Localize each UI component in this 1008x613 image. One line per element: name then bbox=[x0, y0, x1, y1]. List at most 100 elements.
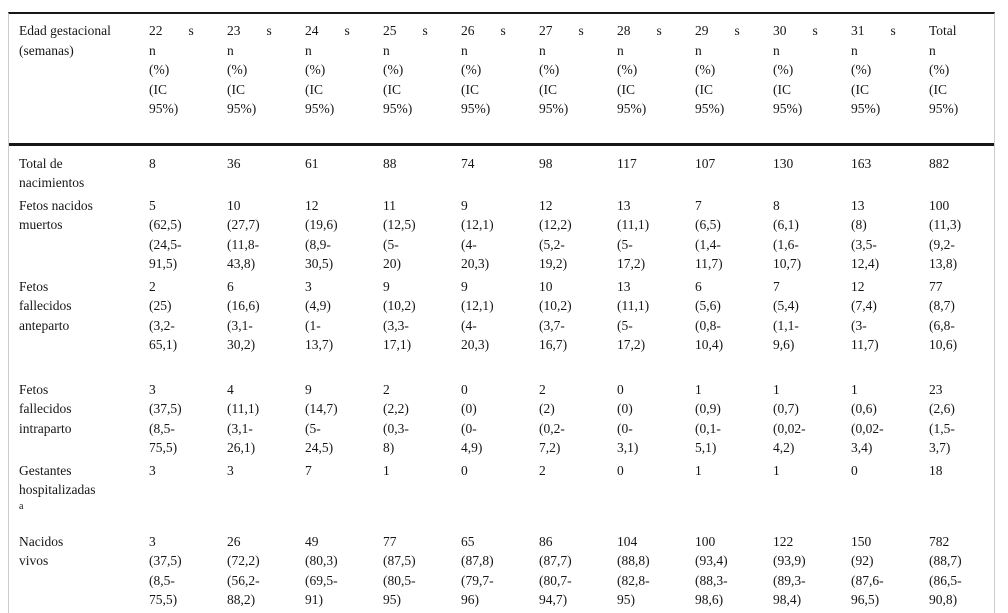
data-cell-line: 9,6) bbox=[773, 337, 795, 352]
header-sub-line: (%) bbox=[851, 62, 872, 77]
data-cell: 65 (87,8) (79,7- 96) bbox=[461, 532, 539, 613]
data-cell-line: (4,9) bbox=[305, 298, 331, 313]
data-cell-line: 61 bbox=[305, 155, 319, 171]
week-number: 24 bbox=[305, 23, 319, 38]
week-number: Total bbox=[929, 23, 957, 38]
data-cell-line: (2,6) bbox=[929, 401, 955, 416]
data-cell-line: 117 bbox=[617, 155, 637, 171]
data-cell-line: 1 bbox=[773, 381, 780, 397]
data-cell-line: (5- bbox=[383, 236, 399, 252]
data-cell: 122 (93,9) (89,3- 98,4) bbox=[773, 532, 851, 613]
header-sub-line: (IC bbox=[695, 81, 713, 97]
data-cell: 12 (19,6) (8,9- 30,5) bbox=[305, 196, 383, 277]
data-cell-line: (12,1) bbox=[461, 217, 494, 232]
data-cell-line: 96) bbox=[461, 592, 479, 607]
data-cell-line: (1,5- bbox=[929, 420, 955, 436]
week-header-line: 26 s bbox=[461, 21, 539, 41]
data-cell-line: 4,2) bbox=[773, 440, 795, 455]
data-cell-line: 3,1) bbox=[617, 440, 639, 455]
row-label-line: fallecidos bbox=[19, 401, 72, 416]
data-cell-line: (0- bbox=[617, 420, 633, 436]
data-cell: 6 (5,6) (0,8- 10,4) bbox=[695, 277, 773, 380]
data-cell-line: 10 bbox=[539, 278, 553, 294]
data-cell-line: (3,2- bbox=[149, 317, 175, 333]
week-unit: s bbox=[188, 23, 194, 38]
data-cell-line: 17,1) bbox=[383, 337, 412, 352]
week-number: 22 bbox=[149, 23, 163, 38]
data-cell: 13 (11,1) (5- 17,2) bbox=[617, 196, 695, 277]
table-row: Nacidos vivos 3 (37,5) (8,5- 75,5) 26 (72,2) (56… bbox=[9, 532, 994, 613]
header-sub-line: 95%) bbox=[383, 101, 413, 116]
data-cell-line: 90,8) bbox=[929, 592, 958, 607]
data-cell-line: (0,1- bbox=[695, 420, 721, 436]
data-cell-line: 10,6) bbox=[929, 337, 958, 352]
row-label-line: Fetos bbox=[19, 278, 49, 294]
data-cell-line: 98,6) bbox=[695, 592, 724, 607]
data-cell: 10 (27,7) (11,8- 43,8) bbox=[227, 196, 305, 277]
data-cell: 12 (7,4) (3- 11,7) bbox=[851, 277, 929, 380]
row-label: Fetos nacidos muertos bbox=[9, 196, 149, 277]
header-sub-line: 95%) bbox=[539, 101, 569, 116]
data-cell: 117 bbox=[617, 144, 695, 196]
data-cell-line: 95) bbox=[383, 592, 401, 607]
data-cell: 7 (5,4) (1,1- 9,6) bbox=[773, 277, 851, 380]
data-cell-line: 65 bbox=[461, 533, 475, 549]
data-cell-line: 23 bbox=[929, 381, 943, 397]
data-cell: 49 (80,3) (69,5- 91) bbox=[305, 532, 383, 613]
data-cell-line: (80,7- bbox=[539, 572, 572, 588]
week-header-line: 23 s bbox=[227, 21, 305, 41]
data-cell-line: 98 bbox=[539, 155, 553, 171]
data-cell-line: (24,5- bbox=[149, 236, 182, 252]
data-cell-line: (92) bbox=[851, 553, 874, 568]
data-cell: 77 (87,5) (80,5- 95) bbox=[383, 532, 461, 613]
data-cell-line: (25) bbox=[149, 298, 172, 313]
week-header-line: 30 s bbox=[773, 21, 851, 41]
week-unit: s bbox=[500, 23, 506, 38]
data-cell: 1 bbox=[773, 461, 851, 532]
header-sub-line: (%) bbox=[695, 62, 716, 77]
data-cell-line: 10,4) bbox=[695, 337, 724, 352]
data-cell-line: 10,7) bbox=[773, 256, 802, 271]
data-cell-line: (62,5) bbox=[149, 217, 182, 232]
data-cell-line: (0,7) bbox=[773, 401, 799, 416]
data-cell-line: 100 bbox=[929, 197, 950, 213]
data-cell-line: (79,7- bbox=[461, 572, 494, 588]
week-number: 29 bbox=[695, 23, 709, 38]
data-cell-line: (11,8- bbox=[227, 236, 260, 252]
header-sub-line: (IC bbox=[773, 81, 791, 97]
data-cell-line: (0,3- bbox=[383, 420, 409, 436]
data-cell-line: 75,5) bbox=[149, 440, 178, 455]
data-cell-line: 94,7) bbox=[539, 592, 568, 607]
data-cell: 12 (12,2) (5,2- 19,2) bbox=[539, 196, 617, 277]
header-sub-line: (%) bbox=[773, 62, 794, 77]
data-table: Edad gestacional (semanas) 22 s n (%) (IC 95%… bbox=[9, 14, 994, 613]
header-sub-line: n bbox=[773, 42, 780, 58]
data-cell-line: 88 bbox=[383, 155, 397, 171]
data-cell-line: (93,4) bbox=[695, 553, 728, 568]
data-cell-line: (0,9) bbox=[695, 401, 721, 416]
data-cell-line: (0- bbox=[461, 420, 477, 436]
data-cell: 36 bbox=[227, 144, 305, 196]
data-cell-line: 30,5) bbox=[305, 256, 334, 271]
data-cell-line: (7,4) bbox=[851, 298, 877, 313]
data-cell-line: 1 bbox=[695, 381, 702, 397]
data-cell-line: (3,1- bbox=[227, 317, 253, 333]
week-number: 31 bbox=[851, 23, 865, 38]
header-cell-week-22: 22 s n (%) (IC 95%) bbox=[149, 14, 227, 146]
data-cell-line: 13,8) bbox=[929, 256, 958, 271]
data-cell-line: 8) bbox=[383, 440, 395, 455]
data-cell-line: (2,2) bbox=[383, 401, 409, 416]
data-cell-line: 104 bbox=[617, 533, 638, 549]
data-cell: 9 (12,1) (4- 20,3) bbox=[461, 196, 539, 277]
data-cell: 3 bbox=[149, 461, 227, 532]
header-sub-line: 95%) bbox=[305, 101, 335, 116]
data-cell-line: 6 bbox=[227, 278, 234, 294]
week-number: 26 bbox=[461, 23, 475, 38]
data-cell-line: (8,5- bbox=[149, 420, 175, 436]
data-cell-line: 26,1) bbox=[227, 440, 256, 455]
data-cell-line: 0 bbox=[617, 381, 624, 397]
header-cell-week-28: 28 s n (%) (IC 95%) bbox=[617, 14, 695, 146]
table-row: Total de nacimientos 8 36 61 88 74 98 117 107 130 1… bbox=[9, 144, 994, 196]
header-sub-line: 95%) bbox=[149, 101, 179, 116]
data-cell: 18 bbox=[929, 461, 994, 532]
